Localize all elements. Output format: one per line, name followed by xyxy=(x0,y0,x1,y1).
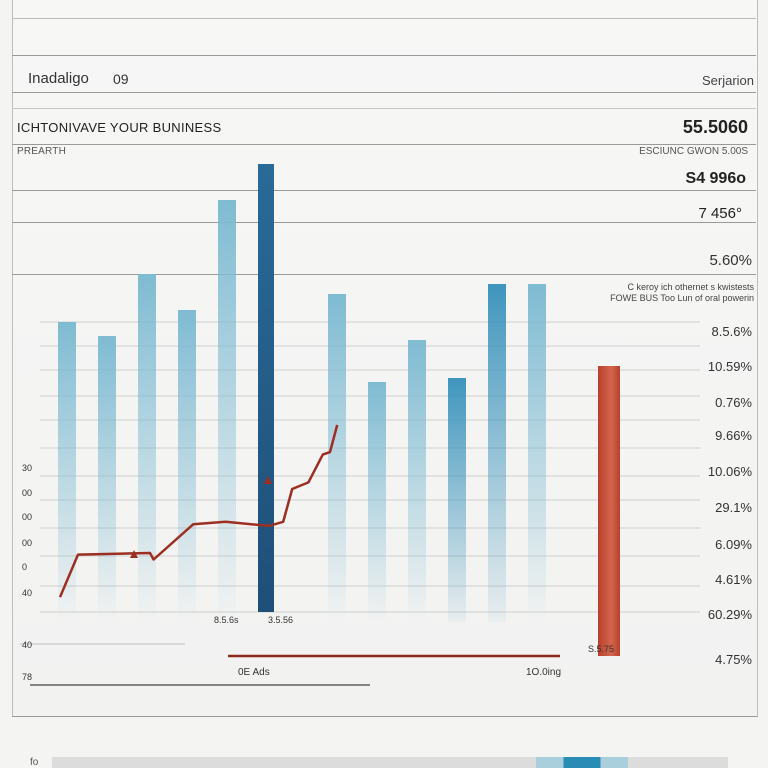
bar xyxy=(258,164,274,612)
metric-value: S4 996o xyxy=(685,170,746,187)
divider xyxy=(12,190,756,191)
bar xyxy=(218,200,236,622)
y-tick-label-right: 9.66% xyxy=(715,428,752,443)
bar xyxy=(178,310,196,622)
y-tick-label: 0 xyxy=(22,562,27,572)
y-tick-label: 00 xyxy=(22,512,32,522)
divider xyxy=(12,144,756,145)
header-number: 09 xyxy=(113,71,129,87)
bar xyxy=(368,382,386,622)
bar xyxy=(58,322,76,622)
arrow-marker xyxy=(130,550,138,558)
divider xyxy=(12,92,756,93)
bar xyxy=(598,366,620,656)
y-tick-label: 40 xyxy=(22,640,32,650)
big-value: 55.5060 xyxy=(682,117,748,137)
bar xyxy=(528,284,546,622)
y-tick-label-right: 0.76% xyxy=(715,395,752,410)
scrollbar-thumb[interactable] xyxy=(536,757,628,768)
note-line: C keroy ich othernet s kwistests xyxy=(627,282,754,292)
bar xyxy=(408,340,426,622)
arrow-marker xyxy=(264,476,272,484)
divider xyxy=(12,222,756,223)
bar xyxy=(448,378,466,622)
bar xyxy=(98,336,116,622)
x-tick-label: 1O.0ing xyxy=(526,667,561,678)
bar xyxy=(488,284,506,622)
metric-label: ESCIUNC GWON 5.00S xyxy=(639,146,748,157)
trend-line xyxy=(58,424,339,598)
header-title: Inadaligo xyxy=(28,70,89,87)
y-tick-label-right: 6.09% xyxy=(715,537,752,552)
y-tick-label: 00 xyxy=(22,538,32,548)
chart-title: ICHTONIVAVE YOUR BUNINESS xyxy=(17,120,222,135)
metric-value-trend: 7 456° xyxy=(698,205,742,222)
y-tick-label: 00 xyxy=(22,488,32,498)
bar xyxy=(328,294,346,622)
x-tick-label: 0E Ads xyxy=(238,667,270,678)
footer-label: fo xyxy=(30,757,39,768)
divider xyxy=(12,108,756,109)
y-tick-label-right: 8.5.6% xyxy=(712,324,753,339)
divider xyxy=(12,274,756,275)
y-tick-label-right: 29.1% xyxy=(715,500,752,515)
bar xyxy=(138,274,156,622)
y-tick-label-right: 4.75% xyxy=(715,652,752,667)
bar-value-label: 3.5.56 xyxy=(268,615,293,625)
y-tick-label: 78 xyxy=(22,672,32,682)
note-line: FOWE BUS Too Lun of oral powerin xyxy=(610,293,754,303)
bar-value-label: 8.5.6s xyxy=(214,615,239,625)
header-right-label: Serjarion xyxy=(701,73,754,88)
y-tick-label-right: 60.29% xyxy=(708,607,753,622)
y-tick-label: 30 xyxy=(22,463,32,473)
y-tick-label-right: 10.06% xyxy=(708,464,753,479)
divider xyxy=(12,55,756,56)
y-tick-label-right: 4.61% xyxy=(715,572,752,587)
y-tick-label-right: 10.59% xyxy=(708,359,753,374)
chart-subtitle: PREARTH xyxy=(17,146,67,157)
divider xyxy=(12,716,756,717)
bar-value-label: S.5.75 xyxy=(588,644,614,654)
divider xyxy=(12,18,756,19)
y-tick-label: 40 xyxy=(22,588,32,598)
horizontal-scrollbar[interactable] xyxy=(52,757,728,768)
metric-percent: 5.60% xyxy=(709,252,752,269)
